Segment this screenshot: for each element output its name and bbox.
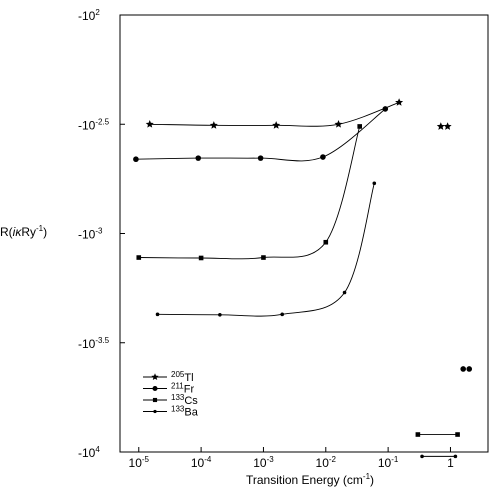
series-tl-extra-point — [436, 122, 445, 130]
series-fr-point — [257, 155, 264, 161]
series-cs-line — [138, 126, 361, 260]
legend-marker-fr — [152, 385, 158, 392]
series-fr-line — [135, 108, 386, 162]
legend-marker-tl — [151, 373, 159, 381]
series-ba-point — [218, 312, 222, 317]
series-cs-point — [136, 255, 142, 260]
x-tick-label: 10-3 — [253, 455, 274, 470]
series-tl — [145, 98, 452, 130]
series-ba — [155, 181, 458, 459]
series-cs-extra-point — [455, 432, 460, 437]
series-ba-point — [342, 290, 347, 295]
series-tl-point — [209, 121, 218, 129]
legend-marker-cs — [152, 397, 158, 403]
x-axis-title: Transition Energy (cm-1) — [246, 472, 374, 487]
series-fr-point — [320, 154, 326, 160]
series-fr-point — [195, 155, 202, 161]
legend-label-tl: 205Tl — [171, 370, 194, 384]
y-tick-label: -10-3 — [78, 227, 103, 242]
x-tick-label: 10-4 — [191, 455, 212, 470]
series-fr-extra-point — [460, 366, 466, 372]
series-ba-point — [280, 312, 285, 317]
series-ba-point — [155, 312, 160, 317]
series-tl-point — [272, 121, 281, 129]
x-tick-label: 10-1 — [378, 455, 399, 470]
x-tick-label: 10-5 — [129, 455, 150, 470]
series-tl-line — [149, 101, 400, 127]
y-tick-label: -102 — [78, 8, 100, 23]
series-tl-point — [395, 98, 404, 106]
legend-label-ba: 133Ba — [171, 405, 199, 419]
series-ba-extra-point — [420, 454, 424, 459]
y-tick-label: -10-2.5 — [78, 117, 110, 132]
series-tl-extra-point — [443, 122, 452, 130]
series-fr-point — [382, 106, 389, 112]
y-tick-label: -104 — [78, 445, 100, 460]
legend-label-cs: 133Cs — [171, 393, 198, 407]
series-fr-extra-point — [466, 366, 473, 372]
legend-label-fr: 211Fr — [171, 382, 194, 396]
x-axis-ticks: 10-5 10-4 10-3 10-2 10-1 1 — [129, 447, 454, 470]
series-cs-point — [261, 255, 266, 260]
series-cs-point — [323, 239, 329, 245]
series-fr-point — [133, 156, 139, 163]
series-layer — [133, 98, 473, 459]
series-fr — [133, 106, 473, 372]
y-axis-title: R(iκRy-1) — [0, 224, 47, 239]
series-ba-point — [372, 181, 377, 186]
x-tick-label: 10-2 — [316, 455, 337, 470]
series-cs — [136, 124, 460, 437]
series-ba-extra-point — [453, 454, 458, 459]
x-tick-label: 1 — [447, 456, 454, 470]
series-cs-extra-point — [415, 432, 421, 437]
series-tl-point — [145, 120, 154, 128]
series-cs-point — [198, 255, 204, 261]
legend-marker-ba — [153, 409, 157, 414]
series-ba-line — [157, 183, 375, 317]
series-tl-point — [334, 120, 343, 128]
series-cs-point — [357, 124, 363, 129]
y-tick-label: -10-3.5 — [78, 336, 110, 351]
y-axis-ticks: -102 -10-2.5 -10-3 -10-3.5 -104 — [78, 8, 125, 460]
